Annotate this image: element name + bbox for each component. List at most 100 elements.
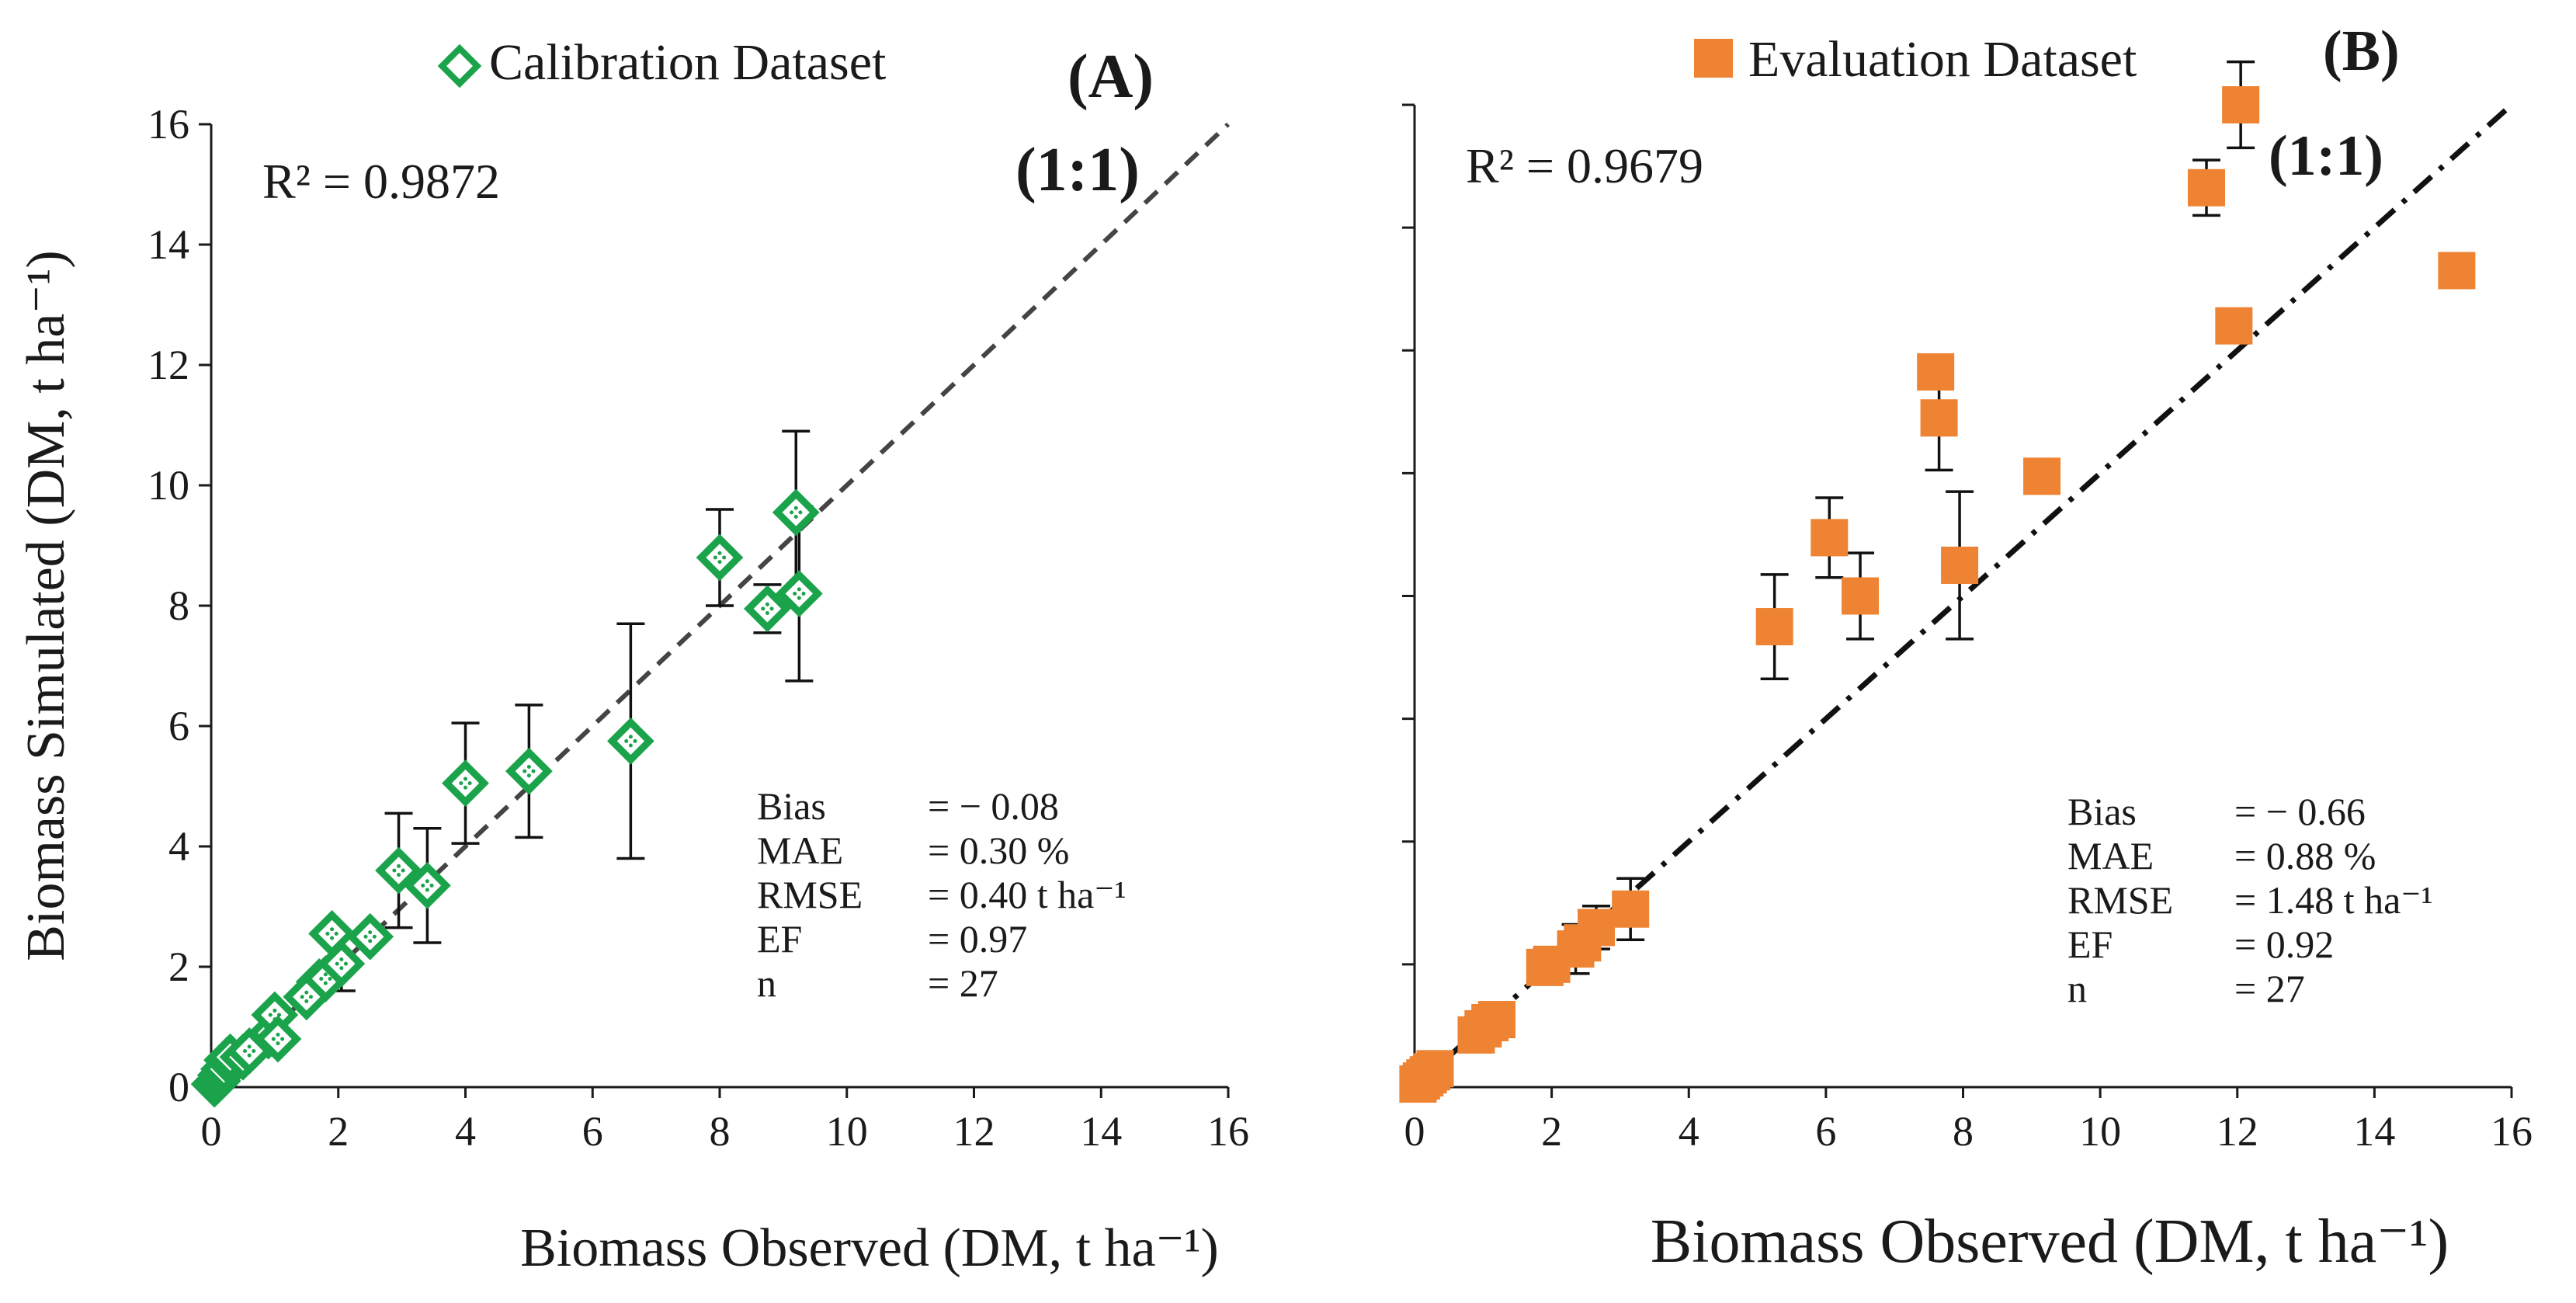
- data-point: [1755, 608, 1793, 646]
- x-tick-label: 0: [1404, 1108, 1425, 1155]
- y-tick-label: 12: [148, 342, 189, 388]
- stat-label: MAE: [757, 829, 843, 872]
- y-tick-label: 2: [168, 943, 189, 990]
- stat-label: Bias: [757, 784, 826, 828]
- x-tick-label: 12: [2217, 1108, 2258, 1155]
- data-point: [346, 912, 394, 961]
- legend-marker-b: [1694, 39, 1733, 78]
- x-tick-label: 16: [2491, 1108, 2533, 1155]
- stat-label: Bias: [2067, 790, 2137, 833]
- legend-label-a: Calibration Dataset: [489, 34, 886, 91]
- data-point: [1941, 546, 1979, 584]
- stat-value: = 27: [928, 961, 998, 1005]
- y-tick-label: 6: [168, 703, 189, 749]
- data-point: [1612, 890, 1650, 928]
- legend-b: Evaluation Dataset: [1694, 31, 2137, 88]
- r2-b: R² = 0.9679: [1466, 138, 1703, 193]
- x-tick-label: 10: [826, 1108, 868, 1155]
- x-tick-label: 4: [455, 1108, 476, 1155]
- data-point: [2222, 86, 2260, 123]
- y-tick-label: 0: [168, 1064, 189, 1110]
- stat-label: EF: [2067, 923, 2113, 966]
- stats-b: Bias = − 0.66 MAE = 0.88 % RMSE = 1.48 t ha⁻¹…: [2067, 790, 2433, 1010]
- y-tick-label: 10: [148, 462, 189, 509]
- x-tick-label: 2: [328, 1108, 349, 1155]
- stat-value: = 27: [2234, 967, 2305, 1010]
- data-point: [225, 1027, 273, 1075]
- r2-a: R² = 0.9872: [262, 154, 500, 209]
- stat-label: MAE: [2067, 834, 2154, 877]
- data-point: [1578, 909, 1616, 947]
- legend-a: Calibration Dataset: [437, 34, 886, 91]
- x-tick-label: 12: [953, 1108, 995, 1155]
- x-tick-label: 6: [582, 1108, 603, 1155]
- legend-label-b: Evaluation Dataset: [1748, 31, 2137, 88]
- y-ticks-b: [1402, 103, 1415, 1089]
- data-point: [696, 533, 744, 582]
- x-tick-label: 16: [1207, 1108, 1249, 1155]
- data-point: [772, 488, 820, 537]
- x-ticks-a: 0 2 4 6 8 10 12 14 16: [201, 1087, 1249, 1155]
- data-point: [375, 846, 422, 895]
- stat-value: = 0.30 %: [928, 829, 1069, 872]
- x-tick-label: 4: [1679, 1108, 1699, 1155]
- data-point: [318, 940, 366, 988]
- legend-marker-a: [437, 43, 482, 89]
- y-tick-label: 8: [168, 582, 189, 629]
- y-ticks-a: 0 2 4 6 8 10 12 14 16: [148, 101, 211, 1110]
- x-ticks-b: 0 2 4 6 8 10 12 14 16: [1404, 1087, 2533, 1155]
- x-tick-label: 8: [710, 1108, 731, 1155]
- panel-a: 0 2 4 6 8 10 12 14 16 0 2 4 6 8 10 12 14 16 Calibration …: [16, 34, 1249, 1278]
- panel-label-b: (B): [2323, 19, 2400, 83]
- stat-label: n: [757, 961, 776, 1005]
- stat-value: = 1.48 t ha⁻¹: [2234, 878, 2433, 922]
- data-point: [744, 585, 791, 633]
- x-tick-label: 6: [1815, 1108, 1836, 1155]
- data-point: [1477, 1001, 1515, 1039]
- panel-label-a: (A): [1068, 43, 1154, 111]
- x-tick-label: 10: [2079, 1108, 2121, 1155]
- one-to-one-line-b: [1412, 103, 2514, 1089]
- x-tick-label: 2: [1541, 1108, 1562, 1155]
- x-tick-label: 14: [1080, 1108, 1122, 1155]
- stat-value: = 0.88 %: [2234, 834, 2376, 877]
- stat-label: EF: [757, 917, 802, 961]
- data-point: [1920, 399, 1958, 437]
- stat-label: RMSE: [2067, 878, 2173, 922]
- data-point: [775, 570, 823, 617]
- stat-label: n: [2067, 967, 2087, 1010]
- ratio-label-b: (1:1): [2269, 124, 2383, 188]
- data-point: [403, 861, 451, 909]
- x-tick-label: 0: [201, 1108, 222, 1155]
- stats-a: Bias = − 0.08 MAE = 0.30 % RMSE = 0.40 t ha⁻¹…: [757, 784, 1127, 1005]
- data-point: [283, 973, 331, 1021]
- data-point: [1810, 519, 1849, 557]
- x-axis-label-a: Biomass Observed (DM, t ha⁻¹): [520, 1218, 1219, 1278]
- y-tick-label: 16: [148, 101, 189, 148]
- data-point: [2188, 169, 2226, 207]
- points-b: [1399, 86, 2476, 1103]
- data-point: [1416, 1050, 1454, 1088]
- stat-value: = 0.40 t ha⁻¹: [928, 873, 1127, 916]
- data-point: [442, 759, 489, 808]
- stat-label: RMSE: [757, 873, 863, 916]
- stat-value: = − 0.66: [2234, 790, 2366, 833]
- y-axis-label-a: Biomass Simulated (DM, t ha⁻¹): [16, 250, 76, 961]
- y-tick-label: 4: [168, 823, 189, 870]
- data-point: [505, 747, 553, 795]
- ratio-label-a: (1:1): [1015, 136, 1140, 204]
- y-tick-label: 14: [148, 221, 189, 268]
- data-point: [1842, 577, 1880, 615]
- data-point: [606, 717, 654, 765]
- x-tick-label: 14: [2353, 1108, 2395, 1155]
- x-axis-label-b: Biomass Observed (DM, t ha⁻¹): [1651, 1207, 2449, 1276]
- panel-b: 0 2 4 6 8 10 12 14 16 Evaluation Dataset (B) (1:…: [1399, 19, 2533, 1276]
- data-point: [1917, 353, 1955, 391]
- data-point: [2023, 457, 2061, 495]
- x-tick-label: 8: [1953, 1108, 1974, 1155]
- data-point: [2215, 307, 2253, 345]
- data-point: [2438, 252, 2476, 290]
- points-a: [190, 488, 823, 1108]
- stat-value: = 0.92: [2234, 923, 2334, 966]
